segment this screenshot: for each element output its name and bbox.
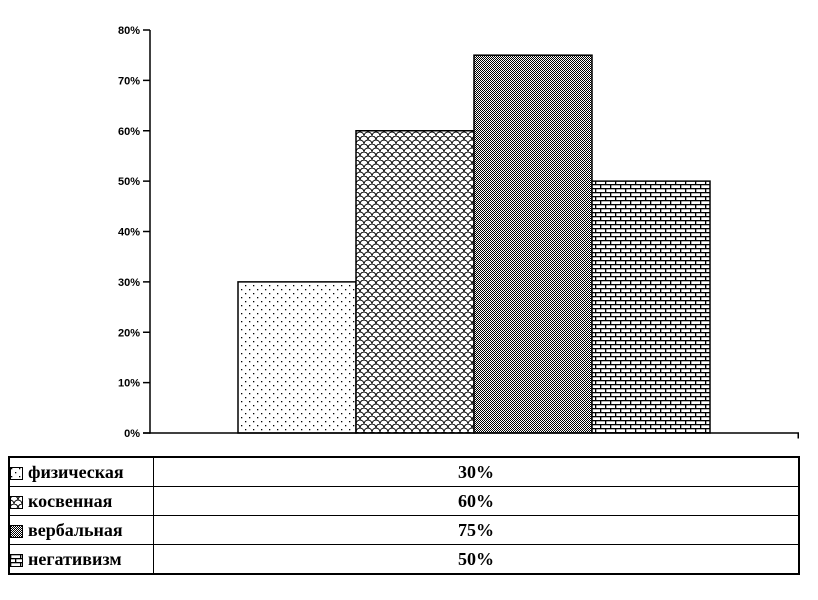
brick-pattern-swatch xyxy=(10,553,23,567)
legend-row: косвенная 60% xyxy=(8,486,800,516)
legend-label: вербальная xyxy=(28,519,123,540)
legend-value: 50% xyxy=(153,544,800,575)
y-tick-label: 30% xyxy=(118,277,140,289)
bars-layer xyxy=(237,54,711,434)
y-tick-label: 20% xyxy=(118,327,140,339)
y-tick-labels: 0% 10% 20% 30% 40% 50% 60% 70% 80% xyxy=(118,25,150,440)
legend-row: вербальная 75% xyxy=(8,515,800,545)
checker-pattern-swatch xyxy=(10,524,23,538)
y-tick-label: 70% xyxy=(118,75,140,87)
scale-pattern-swatch xyxy=(10,495,23,509)
legend-value: 30% xyxy=(153,456,800,487)
legend-value: 60% xyxy=(153,486,800,516)
y-tick-label: 60% xyxy=(118,126,140,138)
legend-label: негативизм xyxy=(28,548,122,569)
y-tick-label: 10% xyxy=(118,378,140,390)
bar-3 xyxy=(473,54,593,434)
legend-value: 75% xyxy=(153,515,800,545)
bar-2 xyxy=(355,130,475,434)
y-tick-label: 80% xyxy=(118,25,140,37)
legend-label: физическая xyxy=(28,461,124,482)
legend-label: косвенная xyxy=(28,490,113,511)
dots-pattern-swatch xyxy=(10,466,23,480)
y-tick-label: 50% xyxy=(118,176,140,188)
legend-row: негативизм 50% xyxy=(8,544,800,575)
y-tick-label: 0% xyxy=(124,428,140,440)
bar-1 xyxy=(237,281,357,434)
bar-4 xyxy=(591,180,711,434)
bar-chart-plot: 0% 10% 20% 30% 40% 50% 60% 70% 80% xyxy=(118,25,799,440)
legend-row: физическая 30% xyxy=(8,456,800,487)
y-tick-label: 40% xyxy=(118,227,140,239)
legend-table: физическая 30% косвенная 60% вербальная … xyxy=(8,456,800,575)
